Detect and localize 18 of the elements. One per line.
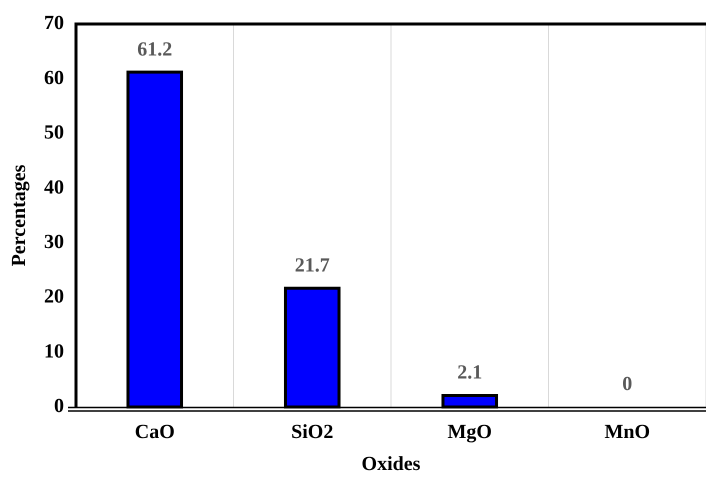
y-tick-label: 30 [44,231,64,254]
y-tick-label: 50 [44,122,64,144]
y-axis-title: Percentages [8,164,30,266]
y-tick-label: 10 [44,340,64,362]
data-label: 61.2 [137,38,172,60]
data-label: 2.1 [457,362,482,384]
data-label: 0 [622,373,632,396]
y-tick-label: 60 [44,66,64,89]
y-tick-label: 40 [44,176,64,198]
x-tick-label: CaO [134,421,175,444]
x-axis-title: Oxides [362,453,421,476]
x-tick-label: MnO [604,421,650,444]
x-tick-label: SiO2 [291,421,334,444]
y-tick-label: 20 [44,286,64,308]
x-tick-label: MgO [448,421,492,444]
y-tick-label: 0 [54,395,64,418]
y-tick-label: 70 [44,12,64,34]
data-label: 21.7 [294,254,330,276]
